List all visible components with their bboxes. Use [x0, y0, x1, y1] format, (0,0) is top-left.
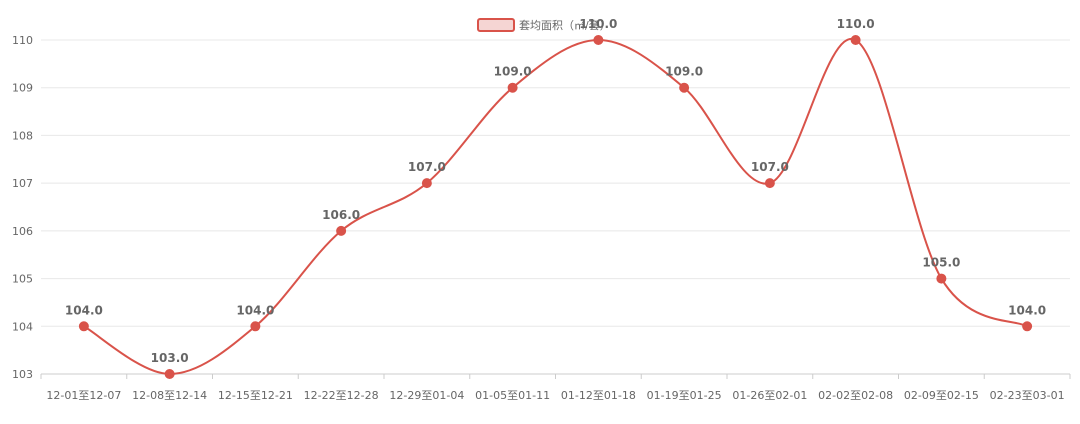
- x-tick-label: 12-29至01-04: [389, 389, 464, 402]
- series: [78, 35, 1033, 379]
- data-labels: 104.0 103.0 104.0 106.0 107.0 109.0 110.0 109.0…: [65, 17, 1046, 365]
- data-point[interactable]: [1022, 321, 1033, 332]
- data-point[interactable]: [78, 321, 89, 332]
- y-tick-label: 104: [12, 320, 33, 333]
- data-point[interactable]: [936, 273, 947, 284]
- axes: 103 104 105 106 107 108 109 110 12-01至12-07 12-08…: [12, 34, 1071, 402]
- y-tick-label: 106: [12, 225, 33, 238]
- x-tick-label: 12-22至12-28: [304, 389, 379, 402]
- y-tick-label: 107: [12, 177, 33, 190]
- data-label: 110.0: [837, 17, 875, 31]
- x-tick-label: 01-12至01-18: [561, 389, 636, 402]
- data-label: 104.0: [236, 303, 274, 317]
- data-label: 104.0: [1008, 303, 1046, 317]
- grid-lines: [41, 39, 1070, 327]
- x-tick-label: 01-26至02-01: [732, 389, 807, 402]
- data-point[interactable]: [507, 82, 518, 93]
- data-point[interactable]: [764, 178, 775, 189]
- y-tick-label: 109: [12, 82, 33, 95]
- y-tick-label: 105: [12, 273, 33, 286]
- data-point[interactable]: [679, 82, 690, 93]
- data-point[interactable]: [336, 225, 347, 236]
- data-point[interactable]: [164, 369, 175, 379]
- x-tick-label: 12-01至12-07: [46, 389, 121, 402]
- legend-label: 套均面积（㎡/套）: [519, 19, 611, 32]
- y-tick-label: 103: [12, 368, 33, 381]
- x-tick-label: 01-19至01-25: [647, 389, 722, 402]
- data-label: 103.0: [151, 351, 189, 365]
- legend-swatch: [477, 18, 515, 32]
- y-tick-label: 110: [12, 34, 33, 47]
- data-point[interactable]: [850, 35, 861, 45]
- data-label: 110.0: [579, 17, 617, 31]
- data-point[interactable]: [421, 178, 432, 189]
- data-label: 104.0: [65, 303, 103, 317]
- series-line: [83, 37, 1028, 376]
- x-tick-label: 02-02至02-08: [818, 389, 893, 402]
- data-label: 107.0: [751, 160, 789, 174]
- x-tick-label: 12-15至12-21: [218, 389, 293, 402]
- data-label: 105.0: [922, 256, 960, 270]
- data-point[interactable]: [250, 321, 261, 332]
- legend[interactable]: 套均面积（㎡/套）: [477, 18, 611, 32]
- x-tick-label: 12-08至12-14: [132, 389, 207, 402]
- data-label: 109.0: [665, 65, 703, 79]
- data-point[interactable]: [593, 35, 604, 45]
- x-tick-label: 02-09至02-15: [904, 389, 979, 402]
- y-tick-label: 108: [12, 129, 33, 142]
- x-tick-label: 02-23至03-01: [990, 389, 1065, 402]
- data-label: 107.0: [408, 160, 446, 174]
- data-label: 106.0: [322, 208, 360, 222]
- x-tick-label: 01-05至01-11: [475, 389, 550, 402]
- data-label: 109.0: [494, 65, 532, 79]
